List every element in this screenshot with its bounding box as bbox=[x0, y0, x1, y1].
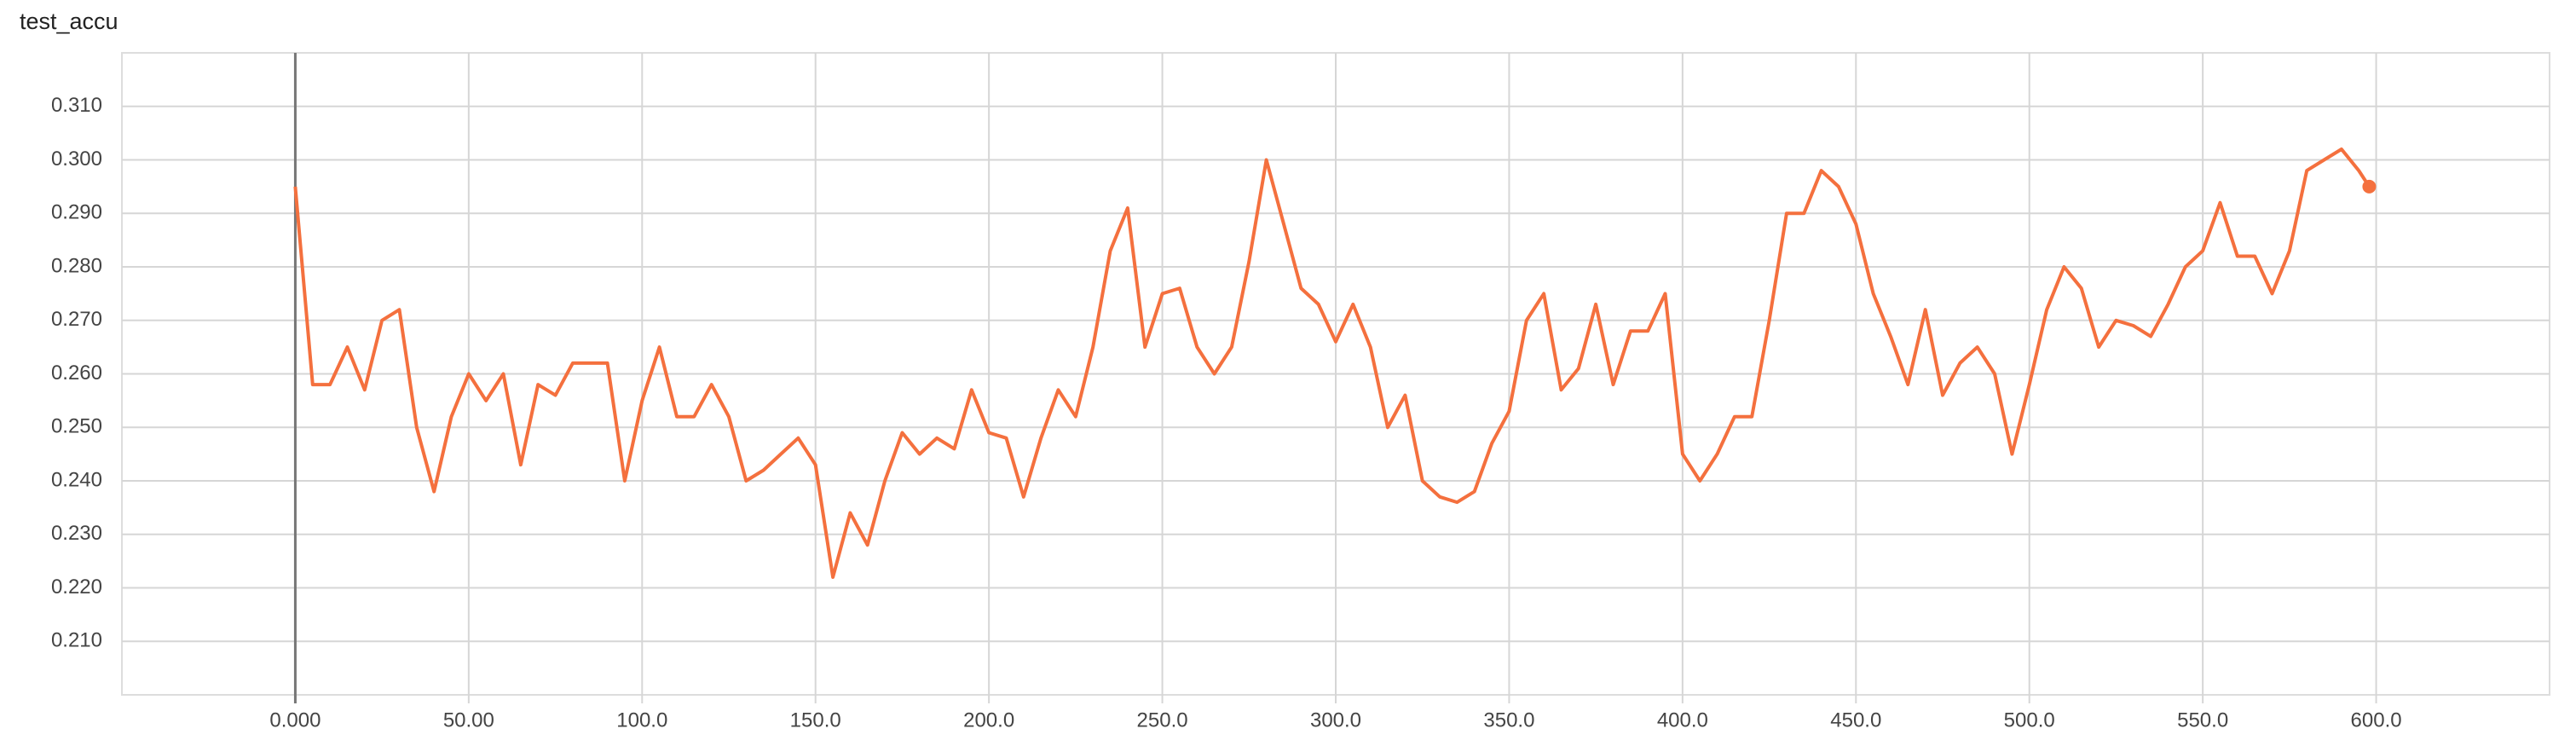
y-tick-label: 0.290 bbox=[51, 201, 102, 224]
y-tick-label: 0.310 bbox=[51, 94, 102, 117]
x-tick-label: 450.0 bbox=[1830, 708, 1881, 732]
chart-title: test_accu bbox=[20, 9, 118, 34]
y-tick-label: 0.280 bbox=[51, 254, 102, 277]
y-tick-label: 0.230 bbox=[51, 522, 102, 545]
y-tick-label: 0.260 bbox=[51, 361, 102, 385]
y-tick-label: 0.250 bbox=[51, 415, 102, 438]
x-tick-label: 350.0 bbox=[1483, 708, 1534, 732]
y-tick-label: 0.240 bbox=[51, 468, 102, 491]
x-tick-label: 100.0 bbox=[616, 708, 667, 732]
y-tick-label: 0.300 bbox=[51, 147, 102, 171]
y-tick-label: 0.210 bbox=[51, 629, 102, 652]
x-tick-label: 500.0 bbox=[2004, 708, 2055, 732]
x-tick-label: 250.0 bbox=[1137, 708, 1188, 732]
y-tick-label: 0.270 bbox=[51, 308, 102, 331]
line-series bbox=[293, 147, 2371, 579]
end-point bbox=[2362, 179, 2377, 194]
x-tick-label: 0.000 bbox=[269, 708, 321, 732]
x-tick-label: 600.0 bbox=[2351, 708, 2402, 732]
x-tick-label: 400.0 bbox=[1657, 708, 1708, 732]
x-tick-label: 300.0 bbox=[1310, 708, 1361, 732]
x-tick-label: 50.00 bbox=[443, 708, 494, 732]
y-tick-label: 0.220 bbox=[51, 575, 102, 599]
x-tick-label: 200.0 bbox=[963, 708, 1014, 732]
x-tick-label: 550.0 bbox=[2177, 708, 2228, 732]
x-tick-label: 150.0 bbox=[790, 708, 841, 732]
